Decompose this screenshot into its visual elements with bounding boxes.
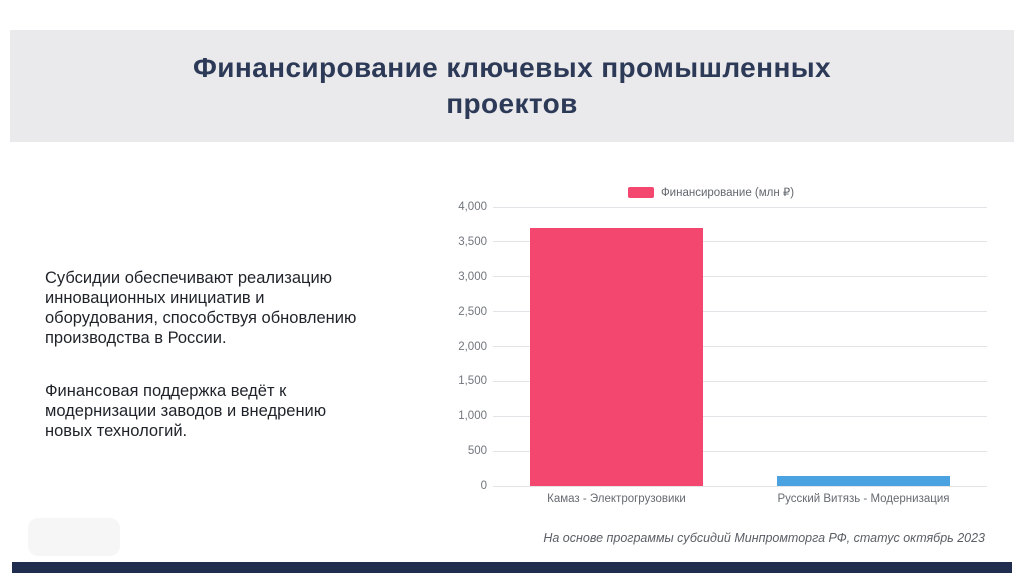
watermark	[28, 518, 120, 556]
bar-russkiy-vityaz	[777, 476, 950, 486]
gridline-0	[493, 485, 987, 487]
gridline-2000	[493, 346, 987, 347]
plot-wrap: 0 500 1,000 1,500 2,000 2,500 3,000 3,500 4,000	[435, 201, 987, 492]
gridline-3500	[493, 241, 987, 243]
y-tick-label: 4,000	[458, 201, 487, 213]
bars-container	[493, 207, 987, 486]
y-tick-label: 500	[467, 445, 487, 458]
gridline-3000	[493, 276, 987, 278]
bar-slot	[740, 207, 987, 486]
x-axis-label: Русский Витязь - Модернизация	[777, 493, 950, 505]
paragraph-subsidies: Субсидии обеспечивают реализацию инновац…	[45, 269, 357, 348]
gridline-1500	[493, 380, 987, 382]
y-tick-label: 2,000	[458, 340, 487, 353]
legend-swatch	[627, 186, 654, 198]
bar-chart: Финансирование (млн ₽) 0 500 1,000 1,500 2,0…	[435, 185, 987, 545]
gridline-500	[493, 450, 987, 452]
bar-kamaz	[530, 227, 703, 486]
chart-caption: На основе программы субсидий Минпромторг…	[543, 531, 985, 545]
bar-slot	[493, 207, 740, 486]
y-tick-label: 1,000	[458, 410, 487, 423]
gridline-4000	[493, 206, 987, 208]
paragraph-support: Финансовая поддержка ведёт к модернизаци…	[45, 381, 327, 440]
y-tick-label: 1,500	[458, 375, 487, 388]
chart-legend: Финансирование (млн ₽)	[435, 185, 987, 199]
y-tick-label: 0	[480, 480, 487, 492]
y-tick-label: 2,500	[458, 305, 487, 318]
gridline-1000	[493, 415, 987, 417]
slide-title-band: Финансирование ключевых промышленных про…	[10, 30, 1014, 142]
y-tick-label: 3,500	[458, 235, 487, 248]
body-text-block: Субсидии обеспечивают реализацию инновац…	[45, 268, 415, 473]
plot-area	[493, 206, 987, 487]
legend-label: Финансирование (млн ₽)	[660, 187, 795, 199]
footer-bar	[12, 562, 1012, 573]
gridline-2500	[493, 311, 987, 313]
slide-title: Финансирование ключевых промышленных про…	[192, 52, 832, 119]
y-tick-label: 3,000	[458, 270, 487, 283]
y-axis: 0 500 1,000 1,500 2,000 2,500 3,000 3,500 4,000	[435, 201, 487, 492]
x-axis-labels: Камаз - Электрогрузовики Русский Витязь -…	[493, 493, 987, 505]
x-axis-label: Камаз - Электрогрузовики	[547, 493, 686, 505]
